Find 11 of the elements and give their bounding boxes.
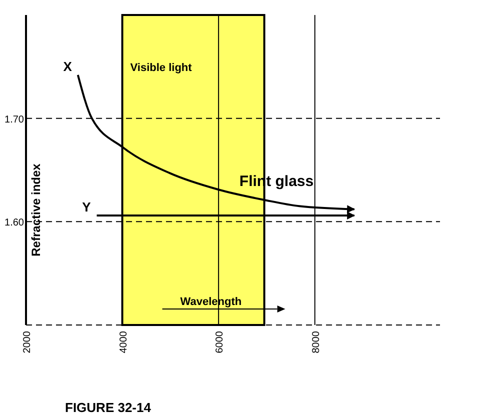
y-axis-title: Refractive index (29, 163, 43, 256)
annotation: X (63, 58, 72, 74)
y-tick-label: 1.70 (4, 114, 24, 126)
x-tick-label: 8000 (310, 330, 322, 354)
x-tick-label: 6000 (214, 330, 226, 354)
y-tick-label: 1.60 (4, 218, 24, 229)
band-label: Visible light (130, 62, 192, 74)
annotation: Y (82, 199, 92, 214)
x-tick-label: 4000 (118, 330, 130, 354)
x-tick-label: 2000 (22, 330, 33, 354)
caption: FIGURE 32-14 (65, 400, 152, 415)
